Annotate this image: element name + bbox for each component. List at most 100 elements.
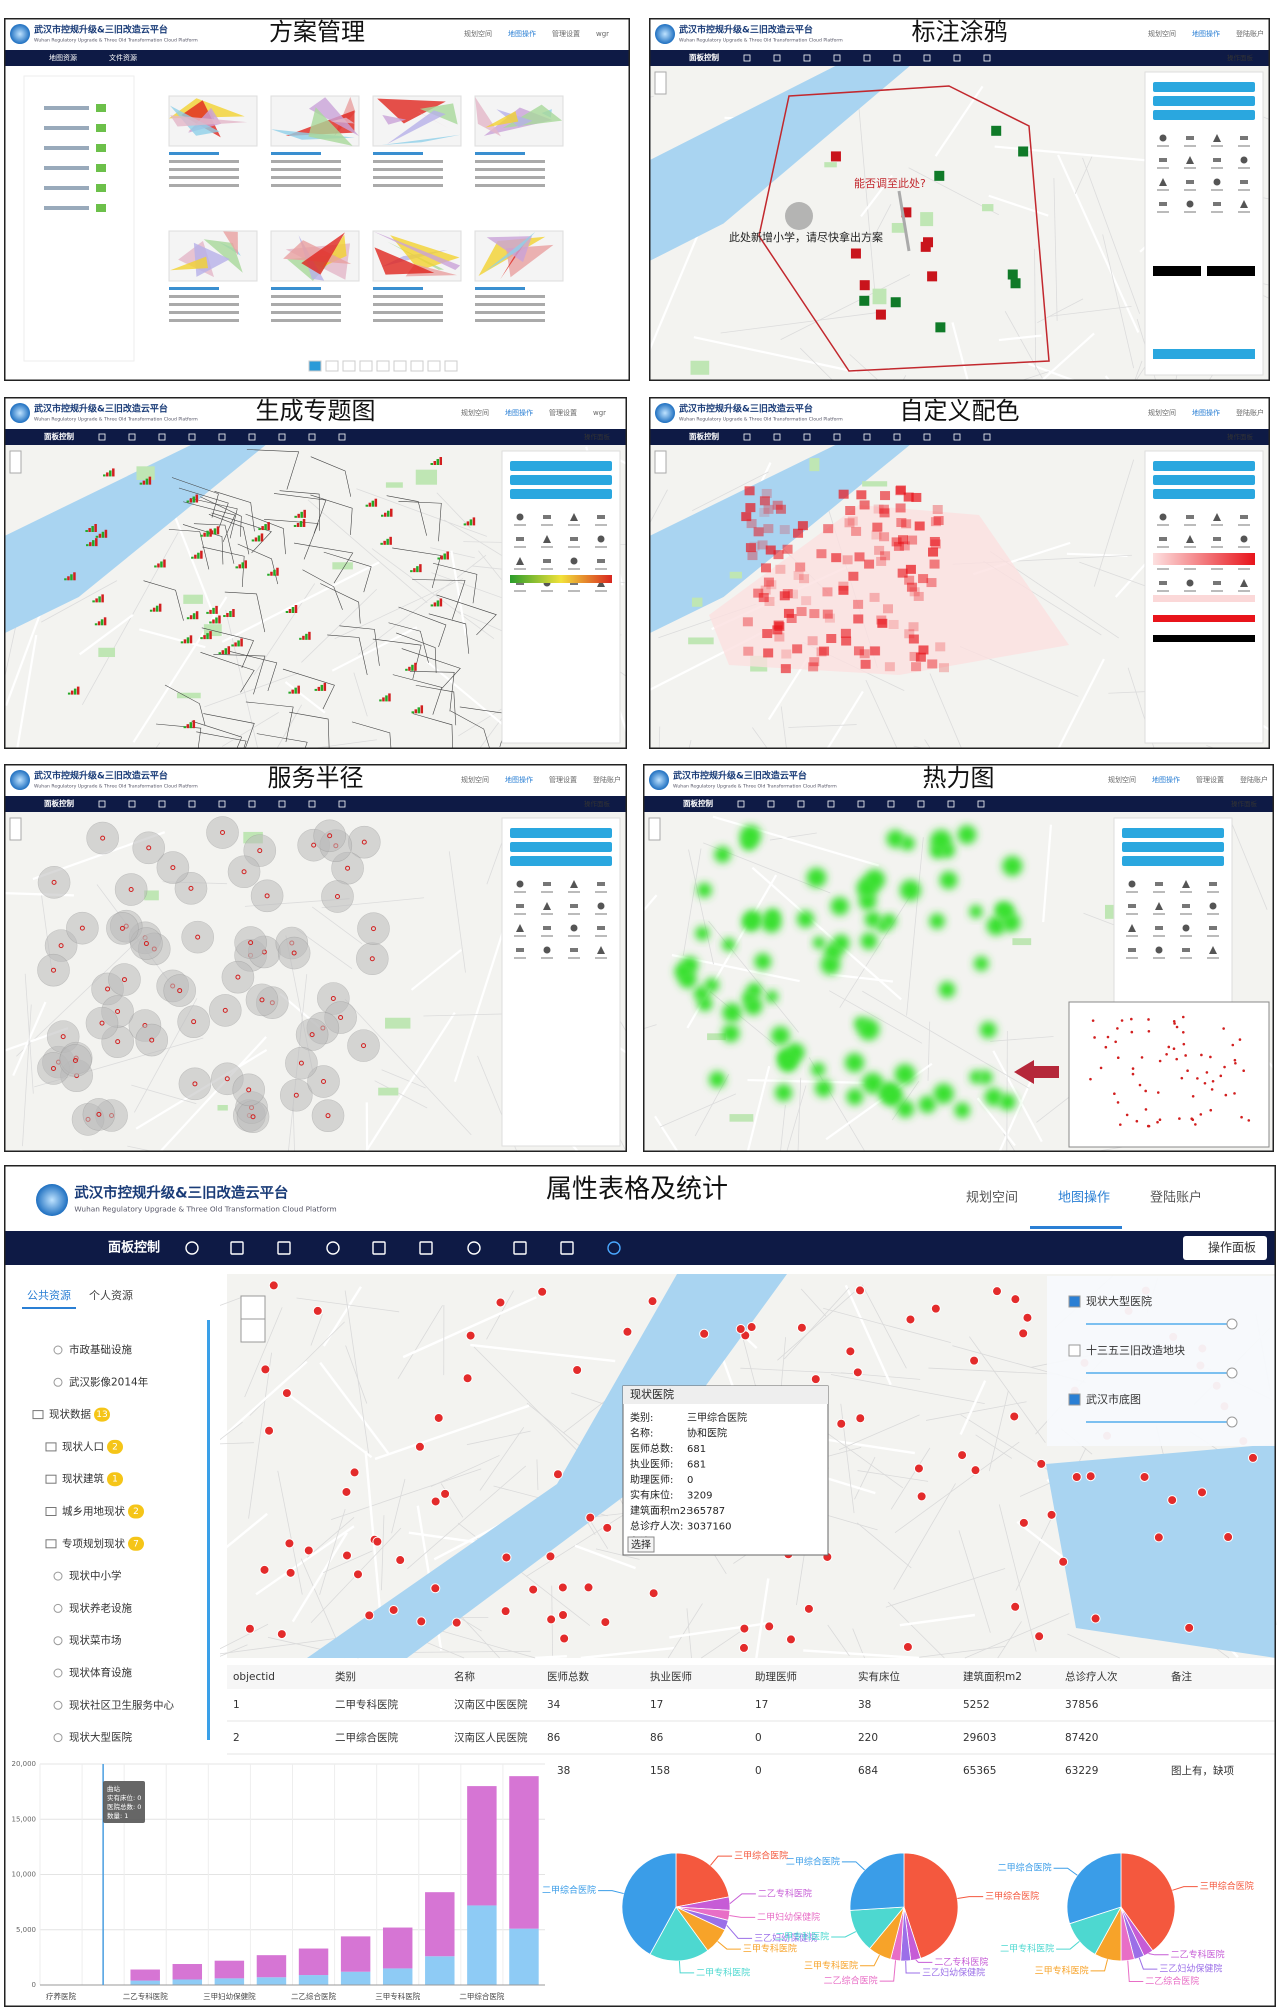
hospital-marker[interactable] — [902, 1641, 913, 1652]
nav-item[interactable]: 规划空间 — [1148, 408, 1176, 417]
hospital-marker[interactable] — [1139, 1471, 1150, 1482]
hospital-marker[interactable] — [244, 1623, 255, 1634]
hospital-marker[interactable] — [388, 1604, 399, 1615]
hospital-marker[interactable] — [395, 1555, 406, 1566]
tree-item[interactable]: 现状菜市场 — [69, 1634, 122, 1647]
tree-tab[interactable]: 公共资源 — [27, 1288, 71, 1302]
hospital-marker[interactable] — [501, 1552, 512, 1563]
hospital-marker[interactable] — [1009, 1411, 1020, 1422]
hospital-marker[interactable] — [495, 1297, 506, 1308]
slider-knob[interactable] — [1226, 1367, 1238, 1379]
nav-item[interactable]: 规划空间 — [966, 1191, 1018, 1206]
tree-item[interactable]: 武汉影像2014年 — [69, 1375, 148, 1388]
nav-item[interactable]: 地图操作 — [1058, 1190, 1110, 1206]
hospital-marker[interactable] — [957, 1450, 968, 1461]
hospital-marker[interactable] — [440, 1488, 451, 1499]
hospital-marker[interactable] — [264, 1425, 275, 1436]
hospital-marker[interactable] — [1058, 1556, 1069, 1567]
hospital-marker[interactable] — [905, 1314, 916, 1325]
hospital-marker[interactable] — [284, 1538, 295, 1549]
hospital-marker[interactable] — [647, 1296, 658, 1307]
hospital-marker[interactable] — [303, 1545, 314, 1556]
page-button[interactable] — [342, 360, 356, 372]
hospital-marker[interactable] — [796, 1322, 807, 1333]
tree-item[interactable]: 现状大型医院 — [69, 1731, 132, 1744]
hospital-marker[interactable] — [845, 1346, 856, 1357]
hospital-marker[interactable] — [500, 1606, 511, 1617]
page-button[interactable] — [410, 360, 424, 372]
hospital-marker[interactable] — [1010, 1294, 1021, 1305]
hospital-marker[interactable] — [372, 1536, 383, 1547]
tree-item[interactable]: 城乡用地现状 — [62, 1505, 125, 1518]
hospital-marker[interactable] — [558, 1610, 569, 1621]
side-button[interactable] — [1153, 110, 1255, 120]
toolbar-icon[interactable] — [185, 1241, 199, 1255]
hospital-marker[interactable] — [312, 1305, 323, 1316]
nav-item[interactable]: wgr — [596, 30, 609, 38]
hospital-marker[interactable] — [1090, 1613, 1101, 1624]
side-button[interactable] — [510, 856, 612, 866]
page-button[interactable] — [325, 360, 339, 372]
hospital-marker[interactable] — [341, 1486, 352, 1497]
toolbar-icon[interactable] — [372, 1241, 386, 1255]
panel-button-box[interactable] — [1183, 1236, 1267, 1260]
nav-item[interactable]: 规划空间 — [461, 775, 489, 784]
hospital-marker[interactable] — [465, 1330, 476, 1341]
side-button[interactable] — [1122, 856, 1224, 866]
hospital-marker[interactable] — [1010, 1601, 1021, 1612]
hospital-marker[interactable] — [572, 1364, 583, 1375]
nav-item[interactable]: 规划空间 — [461, 408, 489, 417]
side-button[interactable] — [510, 842, 612, 852]
nav-item[interactable]: 登陆账户 — [593, 775, 621, 784]
hospital-marker[interactable] — [1018, 1517, 1029, 1528]
hospital-marker[interactable] — [1018, 1328, 1029, 1339]
nav-item[interactable]: 地图操作 — [1152, 775, 1180, 784]
hospital-marker[interactable] — [855, 1285, 866, 1296]
nav-item[interactable]: 地图操作 — [1192, 408, 1220, 417]
hospital-marker[interactable] — [1022, 1312, 1033, 1323]
table-column[interactable]: 名称 — [454, 1670, 475, 1683]
hospital-marker[interactable] — [1071, 1472, 1082, 1482]
nav-item[interactable]: wgr — [593, 409, 606, 417]
hospital-marker[interactable] — [559, 1633, 570, 1644]
hospital-marker[interactable] — [276, 1629, 287, 1640]
hospital-marker[interactable] — [622, 1326, 633, 1337]
tree-item[interactable]: 现状养老设施 — [69, 1601, 132, 1614]
tree-item[interactable]: 现状建筑 — [62, 1472, 104, 1485]
nav-item[interactable]: 规划空间 — [464, 29, 492, 38]
nav-item[interactable]: 规划空间 — [1108, 775, 1136, 784]
toolbar-icon[interactable] — [560, 1241, 574, 1255]
layer-check[interactable] — [1068, 1295, 1081, 1308]
hospital-marker[interactable] — [735, 1324, 746, 1335]
layer-check[interactable] — [1068, 1344, 1081, 1357]
hospital-marker[interactable] — [1167, 1495, 1178, 1506]
nav-item[interactable]: 管理设置 — [552, 29, 580, 38]
nav-item[interactable]: 地图操作 — [505, 408, 533, 417]
page-button[interactable] — [376, 360, 390, 372]
hospital-marker[interactable] — [992, 1286, 1003, 1297]
hospital-marker[interactable] — [583, 1582, 594, 1593]
page-button[interactable] — [427, 360, 441, 372]
hospital-marker[interactable] — [738, 1642, 749, 1653]
slider-knob[interactable] — [1226, 1318, 1238, 1330]
side-button[interactable] — [510, 475, 612, 485]
hospital-marker[interactable] — [259, 1564, 270, 1575]
side-button[interactable] — [1153, 82, 1255, 92]
hospital-marker[interactable] — [648, 1588, 659, 1599]
panel-button[interactable]: 操作面板 — [584, 799, 611, 808]
nav-item[interactable]: 规划空间 — [1148, 29, 1176, 38]
hospital-marker[interactable] — [1184, 1622, 1195, 1633]
hospital-marker[interactable] — [699, 1328, 710, 1339]
table-column[interactable]: 执业医师 — [650, 1670, 692, 1683]
toolbar-tab[interactable]: 文件资源 — [109, 53, 137, 62]
nav-item[interactable]: 管理设置 — [549, 775, 577, 784]
side-button[interactable] — [1153, 489, 1255, 499]
hospital-marker[interactable] — [260, 1364, 271, 1375]
side-button[interactable] — [510, 489, 612, 499]
side-button[interactable] — [1153, 475, 1255, 485]
toolbar-tab[interactable]: 地图资源 — [49, 53, 77, 62]
hospital-marker[interactable] — [268, 1280, 279, 1291]
hospital-marker[interactable] — [462, 1373, 473, 1384]
toolbar-icon[interactable] — [607, 1241, 621, 1255]
panel-button[interactable]: 操作面板 — [1227, 432, 1254, 441]
